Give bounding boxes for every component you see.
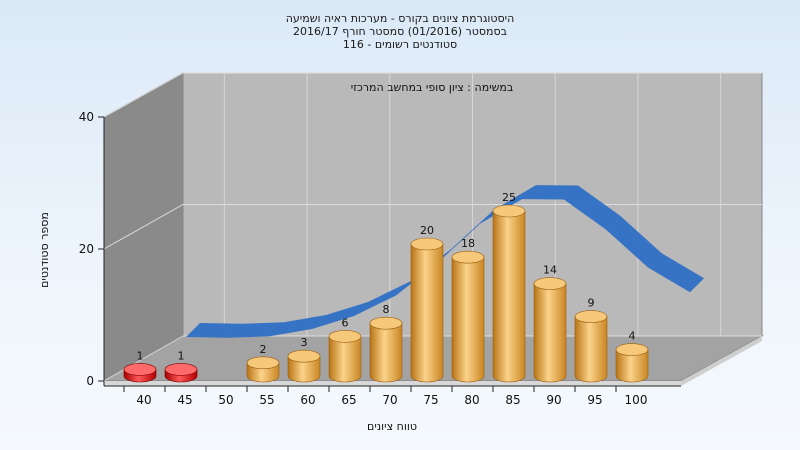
- y-tick-label: 20: [79, 242, 94, 256]
- x-tick-label: 70: [382, 393, 397, 407]
- y-tick-label: 40: [79, 110, 94, 124]
- bar-55: [246, 356, 280, 383]
- bar-70: [369, 316, 403, 383]
- x-axis-label: טווח ציונים: [367, 420, 417, 433]
- data-label-80: 18: [461, 237, 475, 250]
- x-tick-label: 95: [587, 393, 602, 407]
- bar-body: [369, 322, 403, 383]
- data-label-70: 8: [383, 303, 390, 316]
- chart-title-line-3: סטודנטים רשומים - 116: [343, 38, 457, 51]
- chart-title-line-2: בסמסטר (01/2016) סמסטר חורף 2016/17: [293, 25, 507, 38]
- bar-body: [328, 336, 362, 383]
- x-axis-ticks: 40 45 50 55 60 65 70 75 80 85 90 95 100: [123, 386, 648, 407]
- data-label-65: 6: [342, 316, 349, 329]
- bar-body: [287, 355, 321, 383]
- bar-body: [574, 316, 608, 383]
- grid-line-side: [103, 204, 184, 250]
- bar-cap: [410, 237, 444, 251]
- data-label-90: 14: [543, 264, 557, 277]
- y-tick-label: 0: [86, 374, 94, 388]
- data-labels-group: 1 1 2 3 6 8 20 18 25 14 9 4: [137, 191, 636, 362]
- bar-65: [328, 330, 362, 383]
- data-label-55: 2: [260, 343, 267, 356]
- grid-line-side: [103, 335, 184, 382]
- bar-75: [410, 237, 444, 383]
- bar-cap: [492, 204, 526, 218]
- x-tick-label: 40: [136, 393, 151, 407]
- y-axis-ticks: 0 20 40: [79, 110, 104, 388]
- x-tick-label: 90: [546, 393, 561, 407]
- bar-body: [410, 243, 444, 383]
- data-label-45: 1: [178, 349, 185, 362]
- bar-cap: [533, 277, 567, 290]
- chart-title-line-1: היסטוגרמת ציונים בקורס - מערכות ראיה ושמ…: [286, 12, 515, 25]
- bar-body: [615, 349, 649, 383]
- x-tick-label: 80: [464, 393, 479, 407]
- data-label-75: 20: [420, 224, 434, 237]
- bar-80: [451, 250, 485, 383]
- bar-cap: [574, 310, 608, 323]
- bar-cap: [123, 363, 157, 376]
- bar-90: [533, 277, 567, 383]
- bar-body: [451, 256, 485, 383]
- x-tick-label: 75: [423, 393, 438, 407]
- x-tick-label: 100: [625, 393, 648, 407]
- bar-60: [287, 349, 321, 383]
- bar-cap: [246, 356, 280, 370]
- data-label-100: 4: [629, 330, 636, 343]
- data-label-85: 25: [502, 191, 516, 204]
- x-tick-label: 85: [505, 393, 520, 407]
- inner-title: במשימה : ציון סופי במחשב המרכזי: [351, 81, 514, 94]
- grid-line-side: [103, 72, 184, 118]
- data-label-40: 1: [137, 349, 144, 362]
- floor-front-edge: [104, 381, 681, 386]
- bar-40: [123, 363, 157, 383]
- data-label-60: 3: [301, 336, 308, 349]
- x-tick-label: 55: [259, 393, 274, 407]
- x-tick-label: 60: [300, 393, 315, 407]
- bar-cap: [369, 316, 403, 330]
- bar-cap: [615, 343, 649, 356]
- bar-cap: [451, 250, 485, 264]
- x-tick-label: 65: [341, 393, 356, 407]
- bar-95: [574, 310, 608, 383]
- bar-85: [492, 204, 526, 383]
- y-axis-label: מספר סטודנטים: [38, 212, 51, 288]
- x-tick-label: 50: [218, 393, 233, 407]
- floor-right-edge: [681, 336, 762, 386]
- bar-cap: [287, 349, 321, 363]
- bar-100: [615, 343, 649, 383]
- bar-body: [533, 283, 567, 383]
- bar-body: [492, 210, 526, 383]
- bar-cap: [328, 330, 362, 343]
- bar-cap: [164, 363, 198, 376]
- bar-45: [164, 363, 198, 383]
- data-label-95: 9: [588, 297, 595, 310]
- bars-group: [123, 204, 649, 383]
- x-tick-label: 45: [177, 393, 192, 407]
